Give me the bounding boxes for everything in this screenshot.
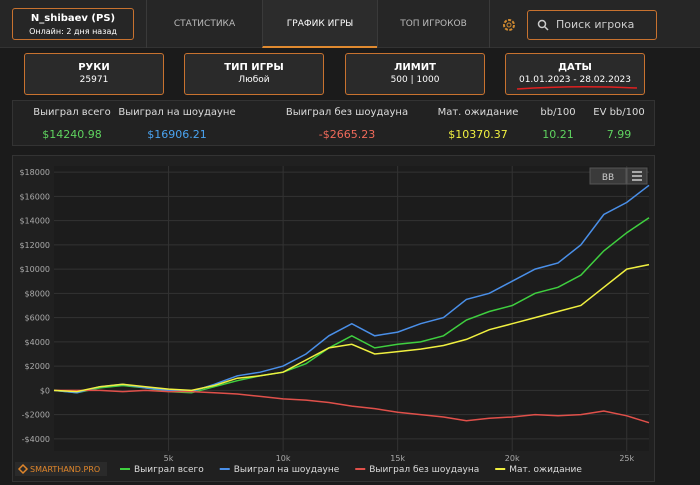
x-tick-label: 10k <box>276 454 291 463</box>
stat-header: Выиграл без шоудауна <box>285 107 409 118</box>
tab-active[interactable]: ГРАФИК ИГРЫ <box>262 0 377 48</box>
bb-button-label: BB <box>602 173 614 183</box>
series-line <box>53 184 650 394</box>
legend-label: Выиграл без шоудауна <box>369 465 479 475</box>
chart-panel: -$4000 -$2000 $0 $2000 $4000 $6000 $8000 $10000… <box>12 155 655 482</box>
player-name: N_shibaev (PS) <box>30 13 116 24</box>
stat-value: $10370.37 <box>448 128 508 141</box>
plot-area <box>54 166 649 451</box>
legend-label: Выиграл на шоудауне <box>234 465 340 475</box>
filter-label: ТИП ИГРЫ <box>224 62 284 73</box>
y-tick-label: $18000 <box>19 168 50 177</box>
series-line <box>54 389 650 424</box>
y-tick-label: $12000 <box>19 241 50 250</box>
filter-label: РУКИ <box>78 62 110 73</box>
y-tick-label: -$4000 <box>22 435 50 444</box>
stat-value: $14240.98 <box>42 128 102 141</box>
stat-value: 7.99 <box>606 128 632 141</box>
red-underline <box>516 85 638 90</box>
filter[interactable]: РУКИ 25971 <box>24 53 164 95</box>
stat-header: Выиграл на шоудауне <box>118 107 236 118</box>
filter-label: ДАТЫ <box>558 62 592 73</box>
stat-value: $16906.21 <box>147 128 207 141</box>
stat-header: Выиграл всего <box>33 107 111 118</box>
filter[interactable]: ТИП ИГРЫ Любой <box>184 53 324 95</box>
y-tick-label: $6000 <box>25 314 50 323</box>
y-tick-label: $2000 <box>25 362 50 371</box>
y-tick-label: $4000 <box>25 338 50 347</box>
filter-value: 25971 <box>79 75 109 85</box>
stats-table <box>12 100 655 146</box>
filter-value: 01.01.2023 - 28.02.2023 <box>518 75 632 85</box>
player-box[interactable]: N_shibaev (PS) Онлайн: 2 дня назад <box>12 8 134 40</box>
filter-value: 500 | 1000 <box>390 75 440 85</box>
logo-bg <box>15 462 107 476</box>
y-tick-label: -$2000 <box>22 411 50 420</box>
tab[interactable]: СТАТИСТИКА <box>146 0 262 48</box>
player-status: Онлайн: 2 дня назад <box>29 27 117 36</box>
search-icon <box>537 19 549 31</box>
x-tick-label: 5k <box>164 454 174 463</box>
y-tick-label: $10000 <box>19 265 50 274</box>
legend-label: Выиграл всего <box>134 465 204 475</box>
y-tick-label: $14000 <box>19 217 50 226</box>
chart: -$4000 -$2000 $0 $2000 $4000 $6000 $8000 $10000… <box>15 166 650 476</box>
y-tick-label: $8000 <box>25 289 50 298</box>
stat-value: 10.21 <box>542 128 574 141</box>
x-tick-label: 25k <box>619 454 634 463</box>
stat-header: bb/100 <box>540 107 576 118</box>
stat-header: Мат. ожидание <box>437 107 519 118</box>
filter-value: Любой <box>238 75 270 85</box>
bb-button[interactable] <box>589 167 627 185</box>
x-tick-label: 15k <box>390 454 405 463</box>
x-tick-label: 20k <box>505 454 520 463</box>
stat-value: -$2665.23 <box>318 128 376 141</box>
series-line <box>53 263 650 393</box>
search-input[interactable]: Поиск игрока <box>527 10 657 40</box>
logo-text: SMARTHAND.PRO <box>30 465 100 474</box>
y-tick-label: $16000 <box>19 192 50 201</box>
stat-header: EV bb/100 <box>593 107 645 118</box>
filter[interactable]: ЛИМИТ 500 | 1000 <box>345 53 485 95</box>
settings-icon[interactable] <box>501 17 517 33</box>
legend-label: Мат. ожидание <box>509 465 582 475</box>
y-tick-label: $0 <box>40 386 50 395</box>
filter-label: ЛИМИТ <box>394 62 436 73</box>
logo-icon <box>17 463 29 475</box>
tab[interactable]: ТОП ИГРОКОВ <box>377 0 490 48</box>
